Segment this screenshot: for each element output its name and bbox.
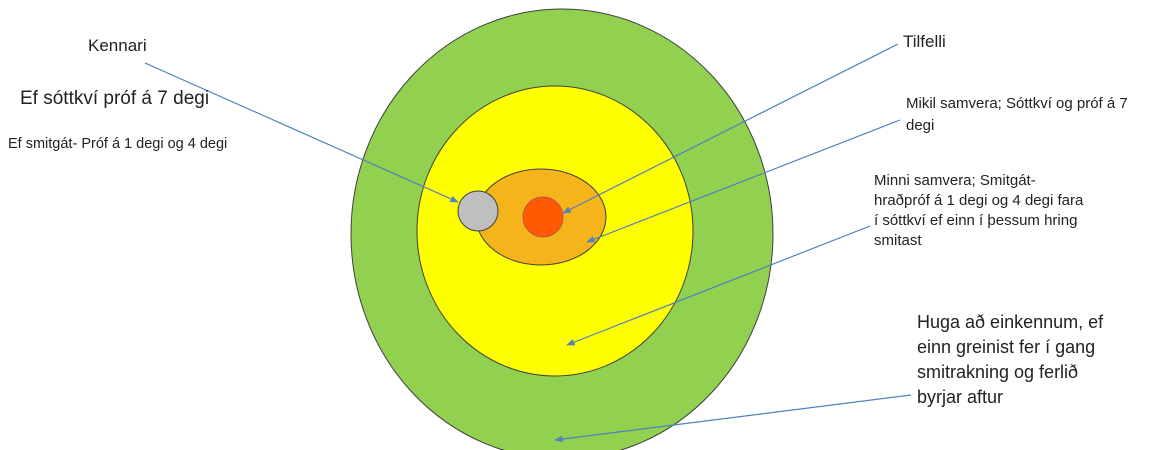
case-circle: [522, 196, 564, 238]
label-minni-samvera: Minni samvera; Smitgát- hraðpróf á 1 deg…: [874, 172, 1084, 249]
label-kennari: Kennari: [88, 36, 147, 55]
teacher-circle: [457, 190, 499, 232]
label-ef-smitgat: Ef smitgát- Próf á 1 degi og 4 degi: [8, 136, 228, 152]
arrow-mikil-samvera: [586, 119, 901, 243]
label-mikil-samvera: Mikil samvera; Sóttkví og próf á 7 degi: [906, 95, 1128, 134]
label-huga: Huga að einkennum, ef einn greinist fer …: [917, 312, 1104, 407]
arrow-kennari: [144, 62, 459, 203]
label-tilfelli: Tilfelli: [903, 32, 946, 51]
arrow-tilfelli: [562, 43, 899, 214]
arrow-minni-samvera: [566, 225, 871, 346]
arrow-huga: [554, 394, 912, 443]
label-ef-sottkvi: Ef sóttkví próf á 7 degi: [20, 88, 210, 109]
arrows: [144, 43, 912, 443]
